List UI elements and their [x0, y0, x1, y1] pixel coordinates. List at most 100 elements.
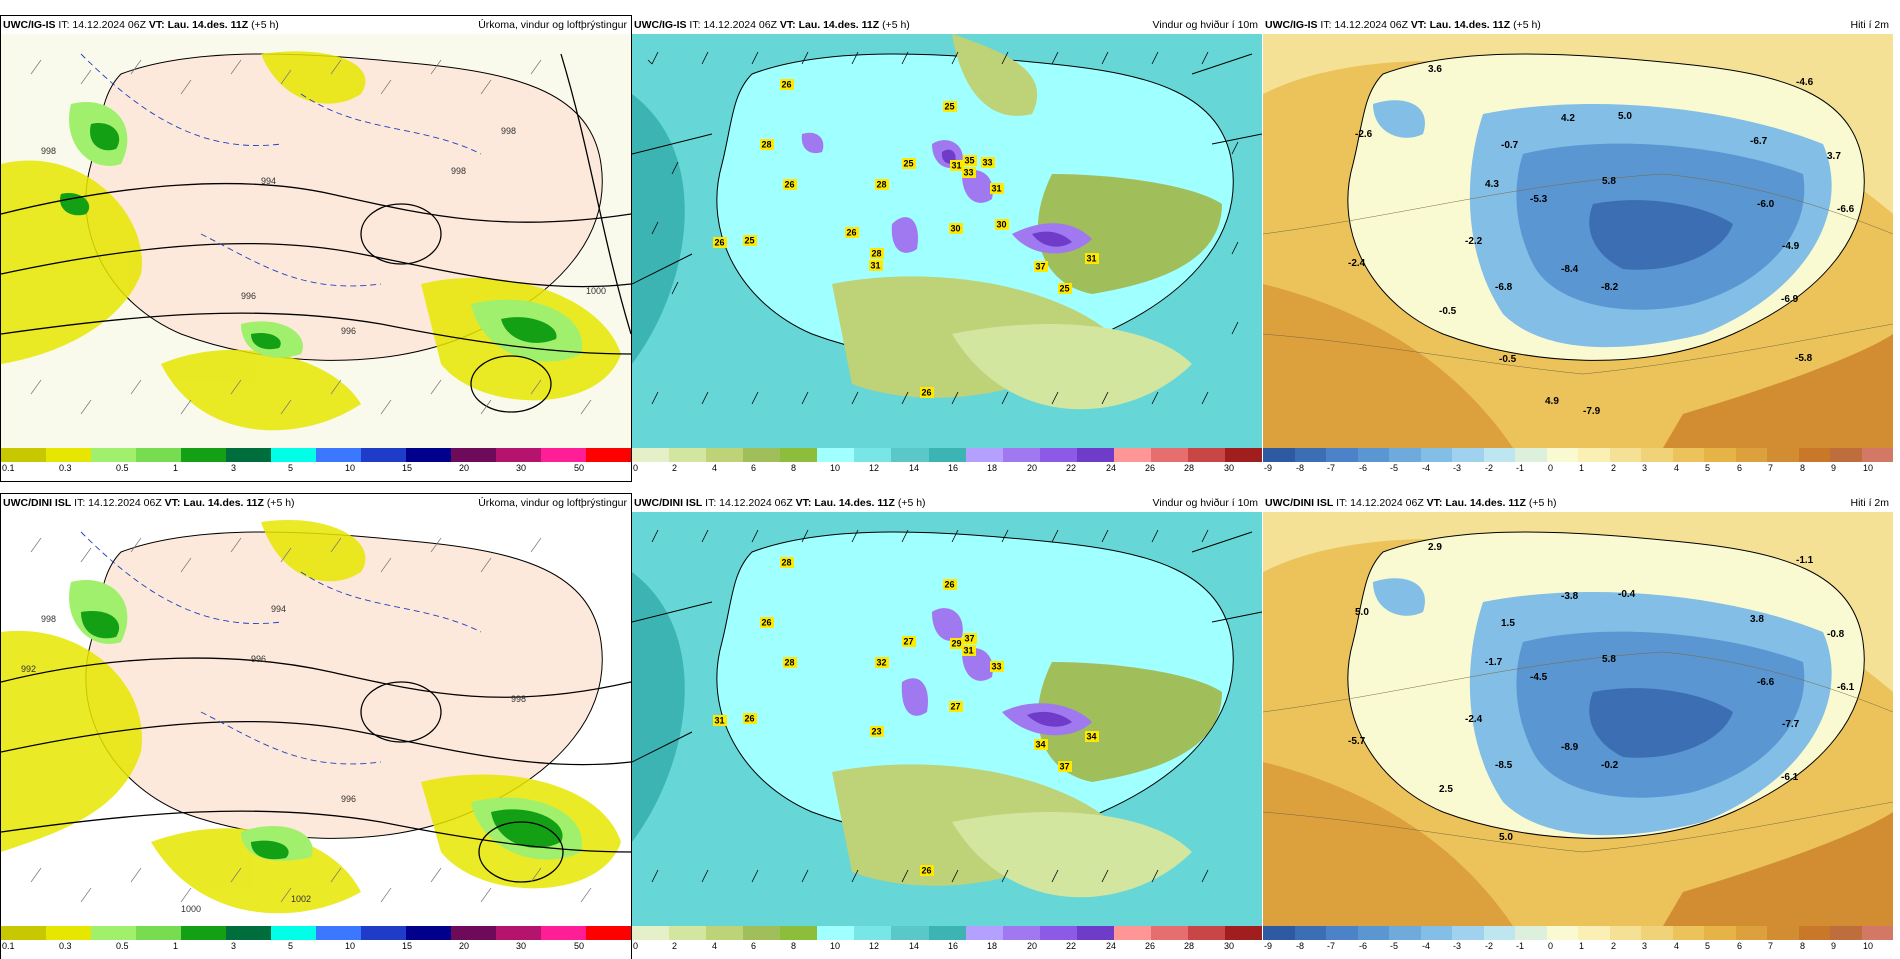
colorbar-swatch [1294, 926, 1326, 940]
precip-map: 998 994 996 998 1000 998 996 [1, 34, 631, 448]
gust-label-box [990, 661, 1004, 672]
precip-map-graphic: 998 996 994 992 996 998 1000 1002 [1, 512, 631, 926]
temperature-value: -0.5 [1439, 306, 1457, 317]
gust-label-box [962, 167, 976, 178]
colorbar-swatch [496, 448, 541, 462]
colorbar-tick-label: 2 [672, 463, 678, 473]
colorbar-tick-label: 1 [173, 463, 179, 473]
gust-value: 31 [715, 716, 725, 726]
temperature-value: 4.2 [1561, 113, 1575, 124]
colorbar-tick-label: 8 [1800, 941, 1806, 951]
isobar-label: 996 [341, 794, 356, 804]
colorbar-tick-label: 0 [633, 941, 639, 951]
gust-value: 30 [951, 224, 961, 234]
colorbar-tick-label: 3 [231, 941, 237, 951]
colorbar-tick-label: -6 [1359, 463, 1368, 473]
colorbar-swatch [181, 448, 226, 462]
panel-title: Úrkoma, vindur og loftþrýstingur [478, 19, 627, 31]
colorbar-swatch [928, 926, 966, 940]
colorbar-swatch [1357, 448, 1389, 462]
temperature-value: -5.3 [1530, 194, 1548, 205]
gust-label-box [981, 157, 995, 168]
gust-value: 29 [952, 639, 962, 649]
colorbar-tick-label: 10 [830, 941, 841, 951]
colorbar-tick-label: 4 [712, 463, 718, 473]
colorbar-swatch [854, 448, 892, 462]
gust-value: 37 [965, 634, 975, 644]
temperature-value: -0.4 [1618, 589, 1636, 600]
temperature-value: -6.1 [1781, 772, 1799, 783]
colorbar-swatch [965, 926, 1003, 940]
temperature-value: -6.7 [1750, 136, 1768, 147]
colorbar-swatch [1672, 448, 1704, 462]
colorbar-tick-label: -4 [1422, 463, 1431, 473]
colorbar-swatch [743, 448, 781, 462]
wind-colorbar-ticks: 0 2 4 6 8 10 12 14 16 18 20 22 24 26 28 30 [632, 941, 1262, 953]
colorbar-tick-label: 0 [1548, 463, 1554, 473]
valid-time-label: VT: [1426, 497, 1443, 509]
colorbar-swatch [1326, 926, 1358, 940]
colorbar-tick-label: 8 [791, 463, 797, 473]
colorbar-tick-label: -2 [1485, 941, 1494, 951]
colorbar-tick-label: 5 [1705, 463, 1711, 473]
colorbar-tick-label: 6 [751, 941, 757, 951]
temperature-value: -8.5 [1495, 760, 1513, 771]
wind-colorbar [632, 926, 1263, 940]
colorbar-swatch [1609, 448, 1641, 462]
lead-time: (+5 h) [266, 497, 295, 509]
colorbar-swatch [1767, 448, 1799, 462]
panel-wind-igis: UWC/IG-IS IT: 14.12.2024 06Z VT: Lau. 14… [632, 16, 1263, 481]
gust-label-box [995, 219, 1009, 230]
colorbar-swatch [451, 448, 496, 462]
temp-colorbar [1263, 926, 1893, 940]
gust-label-box [963, 633, 977, 644]
colorbar-tick-label: -5 [1390, 941, 1399, 951]
temperature-value: -7.9 [1583, 406, 1601, 417]
colorbar-tick-label: 12 [869, 463, 880, 473]
colorbar-swatch [1830, 448, 1862, 462]
colorbar-tick-label: 24 [1106, 941, 1117, 951]
temp-colorbar-ticks: -9 -8 -7 -6 -5 -4 -3 -2 -1 0 1 2 3 4 5 6 7 8 9 10 [1263, 463, 1893, 475]
colorbar-swatch [669, 448, 707, 462]
temperature-value: 5.0 [1499, 832, 1513, 843]
temp-map: 2.9 5.0 1.5 -3.8 -0.4 -1.1 3.8 -0.8 -1.7 5.8 -4.5 -… [1263, 512, 1893, 926]
colorbar-swatch [226, 448, 271, 462]
colorbar-swatch [91, 926, 136, 940]
colorbar-swatch [226, 926, 271, 940]
colorbar-tick-label: 4 [1674, 941, 1680, 951]
colorbar-swatch [1641, 448, 1673, 462]
temperature-value: -4.5 [1530, 672, 1548, 683]
colorbar-tick-label: 18 [987, 941, 998, 951]
temperature-value: -6.0 [1757, 199, 1775, 210]
colorbar-swatch [1578, 926, 1610, 940]
gust-value: 26 [762, 618, 772, 628]
panel-title: Vindur og hviður í 10m [1152, 497, 1258, 509]
colorbar-swatch [891, 926, 929, 940]
colorbar-swatch [743, 926, 781, 940]
gust-label-box [1085, 731, 1099, 742]
colorbar-swatch [46, 926, 91, 940]
gust-value: 34 [1036, 740, 1046, 750]
gust-value: 34 [1087, 732, 1097, 742]
gust-value: 30 [997, 220, 1007, 230]
gust-label-box [870, 248, 884, 259]
temperature-value: 3.6 [1428, 64, 1442, 75]
isobar-label: 994 [271, 604, 286, 614]
colorbar-tick-label: -9 [1264, 463, 1273, 473]
gust-value: 26 [922, 866, 932, 876]
colorbar-tick-label: 16 [948, 463, 959, 473]
temp-map-graphic: 2.9 5.0 1.5 -3.8 -0.4 -1.1 3.8 -0.8 -1.7 5.8 -4.5 -… [1263, 512, 1893, 926]
colorbar-swatch [1076, 448, 1114, 462]
colorbar-swatch [541, 448, 586, 462]
isobar-label: 996 [341, 326, 356, 336]
colorbar-swatch [965, 448, 1003, 462]
colorbar-tick-label: 24 [1106, 463, 1117, 473]
colorbar-swatch [669, 926, 707, 940]
colorbar-swatch [706, 448, 744, 462]
colorbar-swatch [136, 448, 181, 462]
colorbar-tick-label: 5 [288, 941, 294, 951]
colorbar-swatch [271, 448, 316, 462]
colorbar-tick-label: 20 [459, 463, 470, 473]
colorbar-tick-label: 10 [345, 941, 356, 951]
colorbar-tick-label: 28 [1184, 463, 1195, 473]
